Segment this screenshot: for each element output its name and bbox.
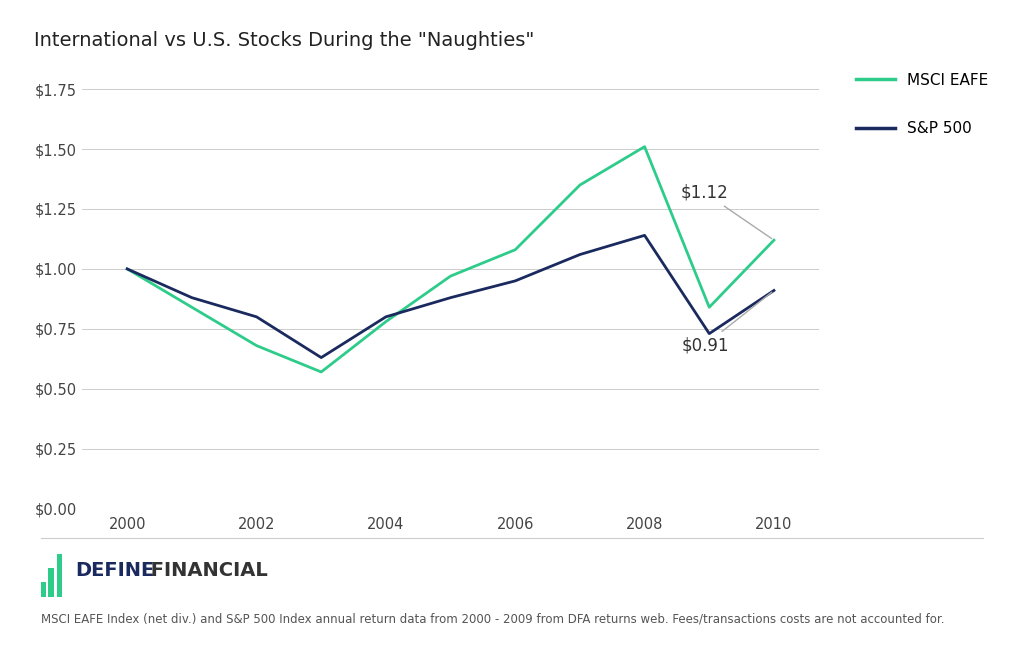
- Text: MSCI EAFE Index (net div.) and S&P 500 Index annual return data from 2000 - 2009: MSCI EAFE Index (net div.) and S&P 500 I…: [41, 613, 944, 626]
- Bar: [56, 554, 62, 597]
- Text: DEFINE: DEFINE: [75, 561, 154, 580]
- Bar: [48, 569, 54, 597]
- Bar: [40, 582, 46, 597]
- Text: $1.12: $1.12: [681, 184, 772, 239]
- Legend: MSCI EAFE, S&P 500: MSCI EAFE, S&P 500: [856, 73, 988, 136]
- Text: $0.91: $0.91: [681, 292, 772, 354]
- Text: FINANCIAL: FINANCIAL: [144, 561, 268, 580]
- Text: International vs U.S. Stocks During the "Naughties": International vs U.S. Stocks During the …: [34, 31, 535, 50]
